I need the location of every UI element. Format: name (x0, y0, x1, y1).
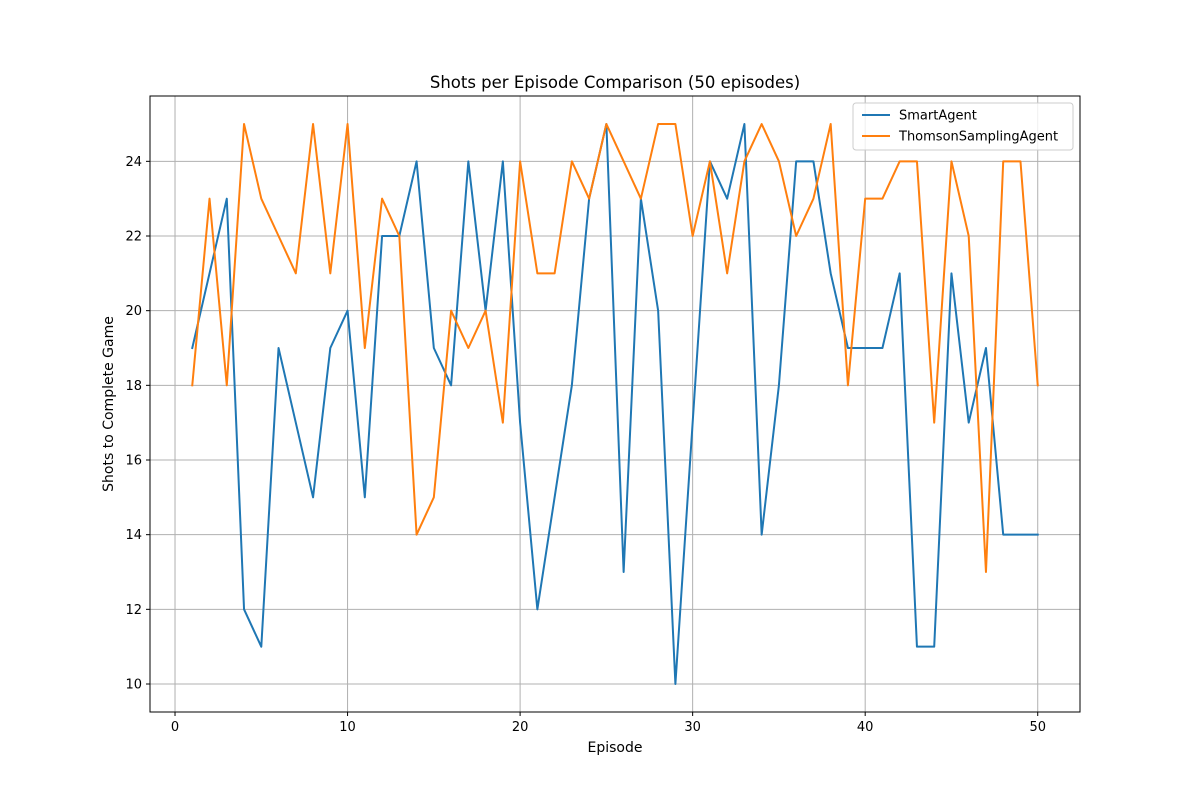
legend-label-thomsonsamplingagent: ThomsonSamplingAgent (898, 130, 1058, 145)
grid-lines (150, 96, 1080, 712)
legend: SmartAgent ThomsonSamplingAgent (852, 102, 1074, 151)
x-tick-label: 0 (171, 720, 179, 735)
y-tick-label: 22 (125, 230, 142, 245)
x-tick-label: 30 (684, 720, 701, 735)
chart-title: Shots per Episode Comparison (50 episode… (430, 73, 800, 92)
x-tick-label: 50 (1029, 720, 1046, 735)
series-line-thomsonsamplingagent (191, 123, 1039, 573)
legend-label-smartagent: SmartAgent (899, 109, 977, 124)
y-tick-label: 18 (125, 379, 142, 394)
y-axis-label: Shots to Complete Game (101, 316, 117, 492)
series-line-smartagent (191, 123, 1039, 685)
series-lines (191, 123, 1039, 685)
y-tick-label: 12 (125, 603, 142, 618)
y-tick-label: 24 (125, 155, 142, 170)
x-tick-label: 20 (512, 720, 529, 735)
x-axis-label: Episode (588, 740, 643, 756)
axis-ticks: 0 10 20 30 40 50 10 12 14 16 18 20 22 24 (125, 155, 1046, 735)
x-tick-label: 40 (857, 720, 874, 735)
y-tick-label: 14 (125, 528, 142, 543)
x-tick-label: 10 (339, 720, 356, 735)
y-tick-label: 20 (125, 304, 142, 319)
legend-box (852, 102, 1074, 151)
y-tick-label: 16 (125, 454, 142, 469)
y-tick-label: 10 (125, 678, 142, 693)
plot-frame (149, 95, 1081, 713)
